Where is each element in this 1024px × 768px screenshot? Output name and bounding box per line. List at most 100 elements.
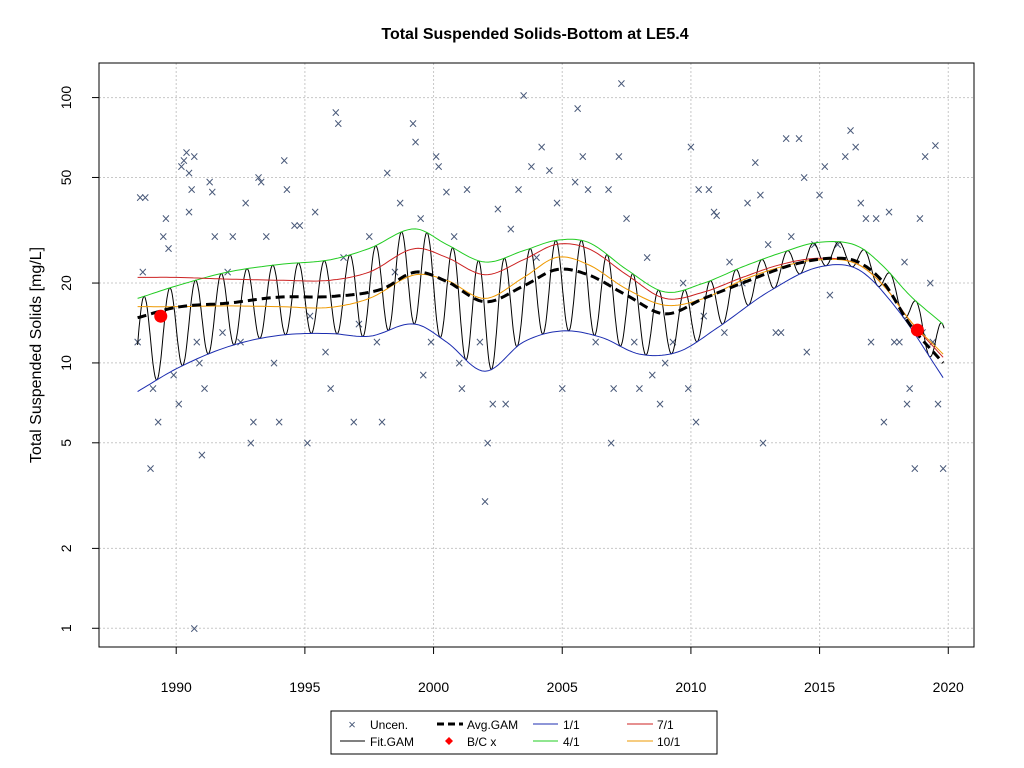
legend-label-uncen: Uncen. bbox=[370, 718, 408, 732]
data-point: × bbox=[179, 153, 189, 167]
data-point: × bbox=[686, 140, 696, 154]
legend-label-jul: 7/1 bbox=[657, 718, 674, 732]
data-point: × bbox=[305, 309, 315, 323]
data-point: × bbox=[181, 146, 191, 160]
data-point: × bbox=[634, 382, 644, 396]
data-point: × bbox=[163, 241, 173, 255]
chart-title: Total Suspended Solids-Bottom at LE5.4 bbox=[381, 26, 688, 43]
data-point: × bbox=[616, 76, 626, 90]
data-point: × bbox=[449, 229, 459, 243]
data-point: × bbox=[501, 397, 511, 411]
avg-gam-curve bbox=[137, 256, 945, 364]
x-tick-label: 2020 bbox=[933, 679, 964, 695]
data-point: × bbox=[176, 159, 186, 173]
data-point: × bbox=[933, 397, 943, 411]
legend-label-fit-gam: Fit.GAM bbox=[370, 735, 414, 749]
data-point: × bbox=[578, 149, 588, 163]
data-point: × bbox=[434, 159, 444, 173]
data-point: × bbox=[647, 368, 657, 382]
data-point: × bbox=[333, 116, 343, 130]
data-point: × bbox=[614, 149, 624, 163]
data-point: × bbox=[930, 138, 940, 152]
fit-gam-curve bbox=[137, 231, 945, 381]
data-point: × bbox=[809, 237, 819, 251]
x-tick-label: 2015 bbox=[804, 679, 835, 695]
data-point: × bbox=[920, 149, 930, 163]
data-point: × bbox=[377, 415, 387, 429]
data-point: × bbox=[217, 326, 227, 340]
data-point: × bbox=[441, 185, 451, 199]
data-point: × bbox=[622, 212, 632, 226]
legend-item-apr: 4/1 bbox=[533, 735, 580, 749]
y-tick-label: 50 bbox=[58, 169, 74, 185]
data-point: × bbox=[254, 170, 264, 184]
data-point: × bbox=[462, 183, 472, 197]
data-point: × bbox=[938, 462, 948, 476]
data-point: × bbox=[290, 218, 300, 232]
data-point: × bbox=[786, 229, 796, 243]
data-point: × bbox=[915, 212, 925, 226]
data-point: × bbox=[199, 382, 209, 396]
data-point: × bbox=[910, 462, 920, 476]
data-point: × bbox=[604, 183, 614, 197]
data-point: × bbox=[905, 382, 915, 396]
data-point: × bbox=[192, 335, 202, 349]
data-point: × bbox=[845, 124, 855, 138]
data-point: × bbox=[184, 205, 194, 219]
data-point: × bbox=[856, 196, 866, 210]
data-point: × bbox=[457, 382, 467, 396]
data-point: × bbox=[241, 196, 251, 210]
data-point: × bbox=[256, 175, 266, 189]
data-point: × bbox=[390, 265, 400, 279]
data-point: × bbox=[475, 335, 485, 349]
data-point: × bbox=[153, 415, 163, 429]
data-point: × bbox=[187, 183, 197, 197]
data-point: × bbox=[642, 250, 652, 264]
data-point: × bbox=[678, 276, 688, 290]
data-point: × bbox=[269, 356, 279, 370]
legend-item-jan: 1/1 bbox=[533, 718, 580, 732]
data-point: × bbox=[712, 208, 722, 222]
y-tick-label: 100 bbox=[58, 86, 74, 110]
data-point: × bbox=[228, 229, 238, 243]
y-tick-label: 2 bbox=[58, 544, 74, 552]
x-marker-icon: × bbox=[348, 717, 356, 732]
legend-item-uncen: × Uncen. bbox=[348, 717, 408, 732]
data-point: × bbox=[148, 382, 158, 396]
data-point: × bbox=[236, 335, 246, 349]
data-point: × bbox=[320, 345, 330, 359]
data-point: × bbox=[431, 149, 441, 163]
data-point: × bbox=[709, 205, 719, 219]
data-point: × bbox=[742, 196, 752, 210]
legend-item-oct: 10/1 bbox=[627, 735, 681, 749]
red-diamond-icon bbox=[445, 737, 453, 745]
x-tick-label: 1995 bbox=[289, 679, 320, 695]
data-point: × bbox=[660, 356, 670, 370]
data-point: × bbox=[331, 105, 341, 119]
y-axis: 1 2 5 10 20 50 100 bbox=[58, 86, 99, 632]
data-point: × bbox=[526, 159, 536, 173]
data-point: × bbox=[426, 335, 436, 349]
data-point: × bbox=[758, 436, 768, 450]
data-point: × bbox=[879, 415, 889, 429]
seasonal-curve-4-1 bbox=[137, 228, 944, 325]
data-point: × bbox=[184, 166, 194, 180]
data-point: × bbox=[354, 317, 364, 331]
data-point: × bbox=[169, 368, 179, 382]
data-point: × bbox=[928, 335, 938, 349]
x-tick-label: 2005 bbox=[547, 679, 578, 695]
data-point: × bbox=[488, 397, 498, 411]
data-point: × bbox=[889, 335, 899, 349]
data-point: × bbox=[629, 335, 639, 349]
data-point: × bbox=[395, 196, 405, 210]
data-point: × bbox=[750, 155, 760, 169]
data-point: × bbox=[364, 229, 374, 243]
data-point: × bbox=[815, 188, 825, 202]
data-point: × bbox=[513, 183, 523, 197]
data-point: × bbox=[454, 356, 464, 370]
data-point: × bbox=[205, 175, 215, 189]
data-point: × bbox=[295, 218, 305, 232]
data-point: × bbox=[189, 149, 199, 163]
